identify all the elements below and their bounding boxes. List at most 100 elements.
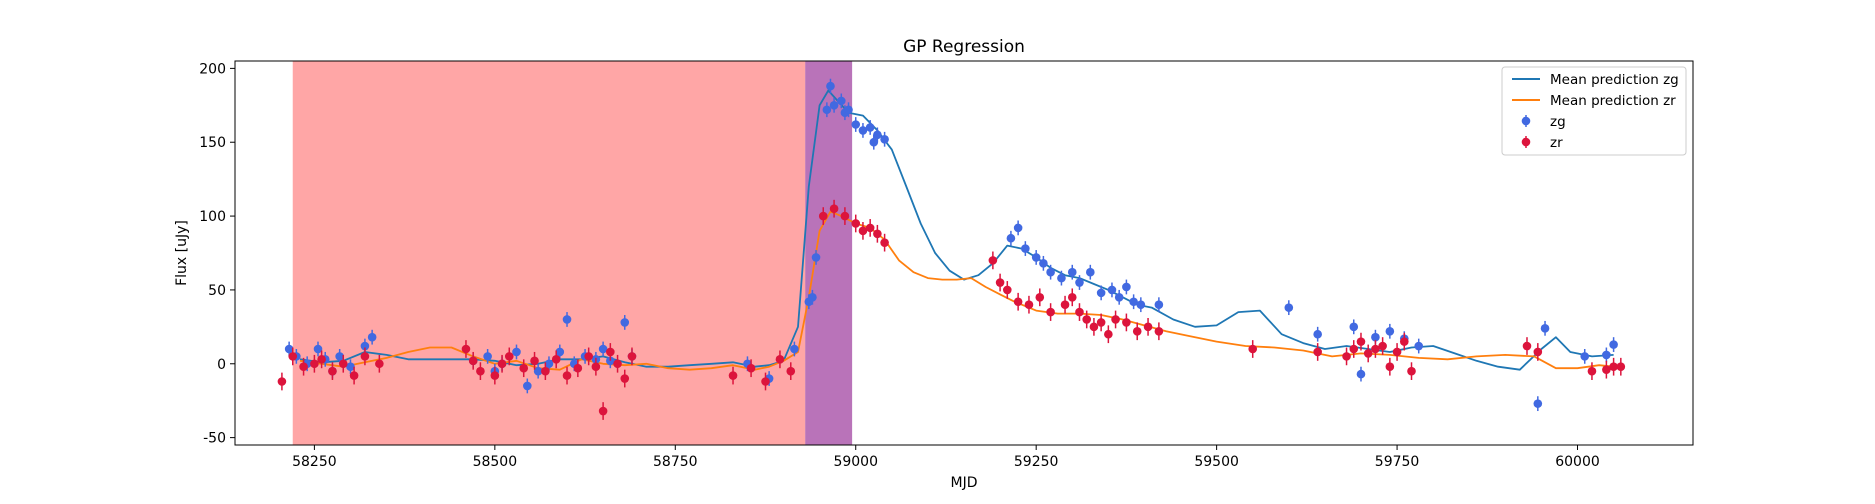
data-point <box>530 356 539 366</box>
data-point <box>476 366 485 376</box>
legend-label: Mean prediction zg <box>1550 72 1679 88</box>
data-point <box>1122 282 1131 292</box>
data-point <box>299 362 308 372</box>
data-point <box>1122 318 1131 327</box>
data-point <box>555 347 565 357</box>
data-point <box>746 363 756 373</box>
shaded-regions <box>292 61 853 445</box>
data-point <box>1522 341 1532 351</box>
data-point <box>620 318 630 327</box>
data-point <box>512 347 521 357</box>
data-point <box>504 352 514 361</box>
data-point <box>1031 253 1041 262</box>
data-point <box>1013 297 1023 307</box>
data-point <box>606 347 615 357</box>
data-point <box>360 341 370 351</box>
data-point <box>562 315 572 324</box>
data-point <box>1385 362 1395 372</box>
data-point <box>1407 366 1416 376</box>
data-point <box>1046 267 1055 277</box>
data-point <box>811 253 821 262</box>
data-point <box>1540 324 1550 333</box>
data-point <box>880 238 889 247</box>
series-layer <box>277 78 1626 420</box>
data-point <box>1075 278 1084 287</box>
data-point <box>598 344 608 354</box>
data-point <box>865 123 875 132</box>
data-point <box>790 344 799 354</box>
data-point <box>822 105 832 115</box>
data-point <box>1143 322 1153 332</box>
chart-title: GP Regression <box>903 37 1025 57</box>
data-point <box>1039 259 1048 268</box>
data-point <box>1114 293 1124 302</box>
data-point <box>995 278 1005 287</box>
data-point <box>551 355 561 364</box>
data-point <box>1104 329 1113 339</box>
data-point <box>591 362 601 372</box>
x-tick-label: 59250 <box>1014 454 1059 470</box>
x-tick-label: 59750 <box>1375 454 1420 470</box>
data-point <box>483 352 492 361</box>
data-point <box>1060 300 1070 309</box>
data-point <box>1086 267 1095 277</box>
data-point <box>1248 344 1258 354</box>
data-point <box>627 352 637 361</box>
data-point <box>1003 285 1012 295</box>
data-point <box>1284 303 1294 312</box>
data-point <box>375 359 384 369</box>
data-point <box>1082 315 1092 324</box>
data-point <box>1349 344 1359 354</box>
x-tick-label: 60000 <box>1555 454 1600 470</box>
series-points-zr <box>277 199 1626 420</box>
data-point <box>1616 362 1626 372</box>
data-point <box>338 359 348 369</box>
data-point <box>1313 329 1322 339</box>
x-tick-label: 58500 <box>473 454 518 470</box>
data-point <box>865 223 875 233</box>
data-point <box>1067 267 1077 277</box>
data-point <box>1533 399 1543 408</box>
data-point <box>1587 366 1597 376</box>
data-point <box>523 381 532 391</box>
data-point <box>1096 318 1106 327</box>
data-point <box>360 352 370 361</box>
legend-label: zg <box>1550 114 1566 130</box>
data-point <box>1096 288 1106 298</box>
data-point <box>1046 307 1055 317</box>
x-tick-label: 59500 <box>1194 454 1239 470</box>
data-point <box>328 366 337 376</box>
data-point <box>1089 322 1099 332</box>
data-point <box>606 356 615 366</box>
data-point <box>826 81 835 91</box>
data-point <box>851 219 861 228</box>
x-tick-label: 59000 <box>833 454 878 470</box>
data-point <box>1129 297 1138 307</box>
data-point <box>288 352 298 361</box>
data-point <box>1075 307 1084 317</box>
data-point <box>367 332 377 342</box>
data-point <box>1533 347 1543 357</box>
data-point <box>1154 300 1164 309</box>
data-point <box>1609 362 1618 372</box>
data-point <box>1602 365 1611 374</box>
x-tick-label: 58250 <box>292 454 337 470</box>
data-point <box>728 371 738 380</box>
data-point <box>1013 223 1023 233</box>
data-point <box>844 105 853 115</box>
data-point <box>1399 337 1409 346</box>
data-point <box>1107 285 1117 295</box>
data-point <box>858 126 868 135</box>
data-point <box>786 366 796 376</box>
data-point <box>1057 273 1066 283</box>
shaded-span-red <box>292 61 806 445</box>
plot-area-frame <box>234 60 1694 446</box>
data-point <box>584 352 593 361</box>
data-point <box>858 226 868 236</box>
data-point <box>1385 326 1395 336</box>
data-point <box>1154 326 1164 336</box>
legend: Mean prediction zg Mean prediction zr zg zr <box>1501 66 1687 156</box>
data-point <box>1349 322 1359 332</box>
y-axis-ticks: -50 0 50 100 150 200 <box>199 61 235 447</box>
data-point <box>836 96 846 106</box>
